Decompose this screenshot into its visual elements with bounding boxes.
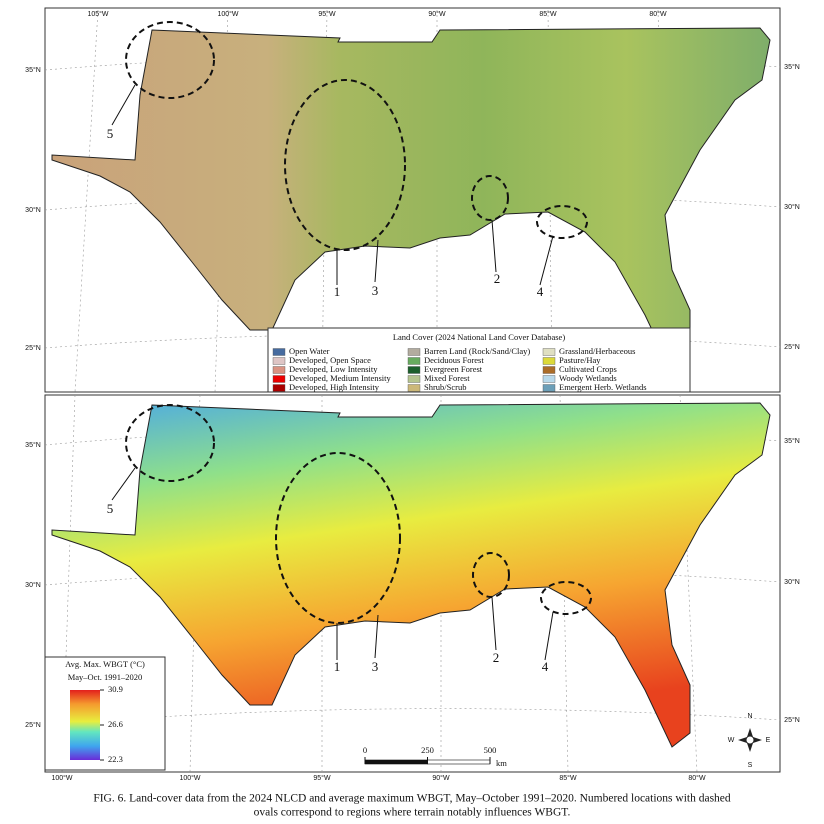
legend-label: Emergent Herb. Wetlands [559,382,647,392]
legend-title: Land Cover (2024 National Land Cover Dat… [393,332,565,342]
bottom-ovals [111,404,592,661]
legend-label: Developed, Low Intensity [289,364,378,374]
lat-label: 25°N [784,716,800,724]
legend-swatch [407,357,421,365]
scale-label: 0 [363,745,367,755]
compass-label: N [747,713,752,720]
site-label: 1 [334,659,341,674]
colorbar [70,690,100,760]
site-label: 3 [372,283,379,298]
lat-label: 35°N [784,63,800,71]
top-ovals [111,21,588,286]
legend-swatch [407,348,421,356]
legend-label: Pasture/Hay [559,355,601,365]
lat-label: 35°N [25,66,41,74]
site-label: 3 [372,659,379,674]
legend-swatch [272,375,286,383]
scale-segment [364,759,428,765]
colorbar-subtitle: May–Oct. 1991–2020 [68,672,143,682]
lat-label: 30°N [25,206,41,214]
site-label: 5 [107,501,114,516]
scale-label: 250 [421,745,434,755]
lon-label: 80°W [688,774,706,782]
lon-label: 80°W [649,10,667,18]
colorbar-tick-label: 22.3 [108,754,123,764]
caption-line: ovals correspond to regions where terrai… [254,807,571,819]
lat-label: 25°N [25,721,41,729]
legend-swatch [542,375,556,383]
legend-swatch [272,384,286,392]
legend-label: Woody Wetlands [559,373,617,383]
site-label: 4 [537,284,544,299]
colorbar-box [44,656,166,771]
legend-swatch [407,366,421,374]
lat-label: 25°N [784,343,800,351]
site-label: 2 [493,650,500,665]
legend-label: Grassland/Herbaceous [559,346,635,356]
scale-label: 500 [484,745,497,755]
scale-segment [427,759,491,765]
site-label: 5 [107,126,114,141]
legend-label: Developed, Open Space [289,355,371,365]
legend-swatch [272,348,286,356]
lon-label: 85°W [559,774,577,782]
legend-label: Mixed Forest [424,373,470,383]
lon-label: 95°W [318,10,336,18]
lon-label: 95°W [313,774,331,782]
legend-swatch [407,384,421,392]
lon-label: 105°W [87,10,108,18]
legend-label: Evergreen Forest [424,364,483,374]
legend-swatch [542,384,556,392]
lat-label: 35°N [784,437,800,445]
colorbar-tick-label: 30.9 [108,684,123,694]
legend-box [267,327,691,393]
caption-line: FIG. 6. Land-cover data from the 2024 NL… [93,793,731,805]
colorbar-title: Avg. Max. WBGT (°C) [65,659,145,669]
lat-label: 30°N [784,203,800,211]
lat-label: 30°N [784,578,800,586]
legend-swatch [407,375,421,383]
legend-swatch [272,366,286,374]
legend-swatch [272,357,286,365]
lat-label: 35°N [25,441,41,449]
site-label: 4 [542,659,549,674]
lon-label: 90°W [432,774,450,782]
site-label: 2 [494,271,501,286]
legend-label: Cultivated Crops [559,364,617,374]
lat-label: 30°N [25,581,41,589]
legend-label: Barren Land (Rock/Sand/Clay) [424,346,530,356]
lon-label: 100°W [51,774,72,782]
legend-label: Developed, High Intensity [289,382,380,392]
lat-label: 25°N [25,344,41,352]
lon-label: 90°W [428,10,446,18]
compass [738,728,762,752]
legend-label: Deciduous Forest [424,355,484,365]
compass-label: S [748,762,753,769]
site-label: 1 [334,284,341,299]
scale-unit: km [496,758,507,768]
legend-swatch [542,357,556,365]
legend-label: Open Water [289,346,330,356]
colorbar-tick-label: 26.6 [108,719,123,729]
lon-label: 85°W [539,10,557,18]
legend-label: Developed, Medium Intensity [289,373,391,383]
lon-label: 100°W [179,774,200,782]
legend-label: Shrub/Scrub [424,382,467,392]
compass-label: E [766,737,771,744]
legend-swatch [542,366,556,374]
compass-label: W [728,737,735,744]
legend-swatch [542,348,556,356]
lon-label: 100°W [217,10,238,18]
